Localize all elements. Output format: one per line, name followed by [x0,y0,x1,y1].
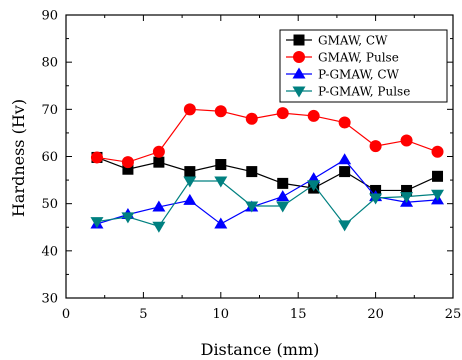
data-point-series-4 [183,176,197,188]
data-point-series-4 [214,176,228,188]
data-point-series-1 [122,163,134,175]
data-point-series-2 [245,112,258,125]
data-point-series-3 [276,190,290,202]
data-point-series-2 [307,109,320,122]
y-tick-label: 30 [41,292,58,307]
data-point-series-2 [90,151,103,164]
y-tick-label: 40 [41,244,58,259]
data-point-series-2 [431,145,444,158]
data-point-series-1 [215,159,227,171]
series-line-3 [96,159,438,225]
series-line-1 [96,156,438,192]
data-point-series-3 [338,153,352,165]
x-axis-label: Distance (mm) [201,340,320,359]
legend-marker [292,86,306,98]
data-point-series-4 [121,212,135,224]
y-tick-label: 60 [41,150,58,165]
y-axis-label: Hardness (Hv) [9,99,28,217]
y-tick-label: 90 [41,9,58,24]
data-point-series-1 [246,166,258,178]
data-point-series-4 [152,221,166,233]
x-tick-label: 5 [139,307,147,322]
data-point-series-2 [214,105,227,118]
legend-marker [292,67,306,79]
y-tick-label: 80 [41,56,58,71]
x-tick-label: 20 [367,307,384,322]
data-point-series-1 [277,177,289,189]
legend-label: P-GMAW, Pulse [318,85,410,99]
data-point-series-1 [153,156,165,168]
data-point-series-2 [152,145,165,158]
data-point-series-2 [183,103,196,116]
data-point-series-2 [369,140,382,153]
data-point-series-4 [369,193,383,205]
legend-label: P-GMAW, CW [318,68,400,82]
data-point-series-3 [214,217,228,229]
data-point-series-1 [339,166,351,178]
data-point-series-2 [121,156,134,169]
x-tick-label: 0 [62,307,70,322]
data-point-series-4 [431,189,445,201]
data-point-series-4 [245,201,259,213]
y-tick-label: 50 [41,197,58,212]
data-point-series-2 [276,107,289,120]
data-point-series-4 [400,192,414,204]
data-point-series-4 [276,201,290,213]
data-point-series-1 [184,166,196,178]
x-tick-label: 10 [213,307,230,322]
series-line-2 [96,108,438,163]
y-tick-label: 70 [41,103,58,118]
data-point-series-4 [338,220,352,232]
data-point-series-1 [401,184,413,196]
data-point-series-4 [307,180,321,192]
legend-label: GMAW, Pulse [318,51,399,65]
legend-label: GMAW, CW [318,34,388,48]
legend-box [279,29,448,103]
data-point-series-2 [400,134,413,147]
legend-marker [293,34,305,46]
series-line-4 [96,180,438,228]
x-tick-label: 25 [445,307,462,322]
data-point-series-3 [152,200,166,212]
data-point-series-1 [432,170,444,182]
x-tick-label: 15 [290,307,307,322]
data-point-series-4 [90,217,104,229]
data-point-series-3 [183,193,197,205]
legend-marker [293,51,305,63]
data-point-series-2 [338,116,351,129]
